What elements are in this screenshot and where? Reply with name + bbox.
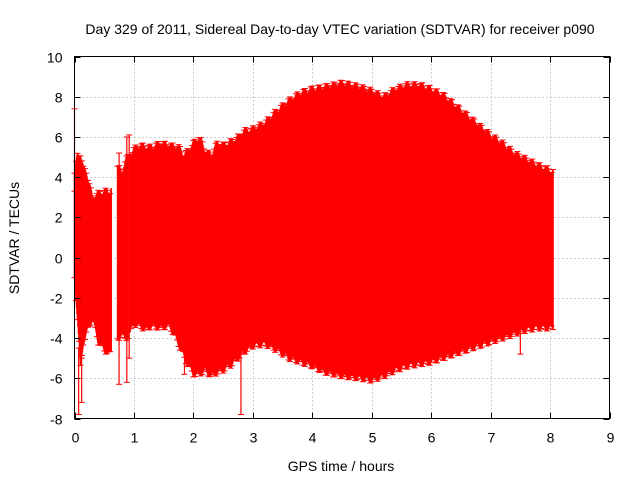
x-tick-label: 7	[488, 430, 496, 446]
x-tick-label: 9	[607, 430, 615, 446]
tick-labels: 0 1 2 3 4 5 6 7 8 9 -8 -6 -4 -2 0 2 4 6 8 10	[47, 50, 615, 446]
x-tick-label: 2	[190, 430, 198, 446]
y-axis-label: SDTVAR / TECUs	[6, 182, 22, 294]
y-tick-label: 4	[55, 170, 63, 186]
y-tick-label: 10	[47, 50, 63, 66]
x-tick-label: 8	[547, 430, 555, 446]
x-tick-label: 0	[72, 430, 80, 446]
x-tick-label: 5	[369, 430, 377, 446]
y-tick-label: -4	[50, 331, 63, 347]
x-tick-label: 3	[250, 430, 258, 446]
series-p090	[71, 79, 557, 415]
x-tick-label: 1	[131, 430, 139, 446]
y-tick-label: -6	[50, 371, 63, 387]
y-tick-label: 0	[55, 251, 63, 267]
axis-ticks	[74, 56, 611, 420]
y-tick-label: -8	[50, 412, 63, 428]
y-tick-label: 6	[55, 130, 63, 146]
x-axis-label: GPS time / hours	[288, 458, 395, 474]
y-tick-label: -2	[50, 291, 63, 307]
y-tick-label: 8	[55, 90, 63, 106]
x-tick-label: 6	[428, 430, 436, 446]
plot-frame	[74, 56, 610, 419]
y-tick-label: 2	[55, 210, 63, 226]
x-tick-label: 4	[309, 430, 317, 446]
chart-title: Day 329 of 2011, Sidereal Day-to-day VTE…	[85, 21, 594, 37]
